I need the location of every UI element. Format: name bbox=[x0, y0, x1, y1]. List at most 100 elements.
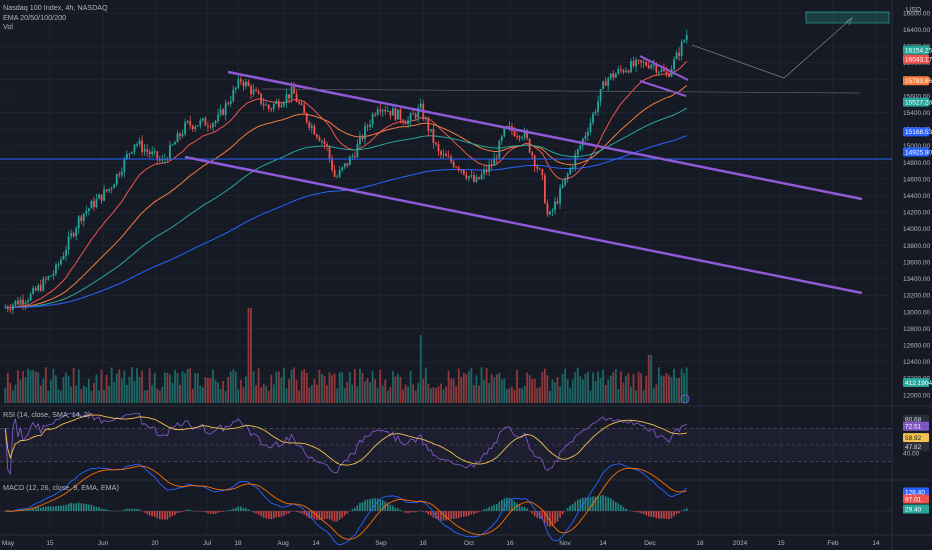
candle-body[interactable] bbox=[186, 121, 189, 123]
candle-body[interactable] bbox=[298, 101, 301, 104]
candle-body[interactable] bbox=[199, 120, 202, 126]
candle-body[interactable] bbox=[493, 158, 496, 166]
wedge-upper-line[interactable] bbox=[639, 55, 689, 81]
candle-body[interactable] bbox=[52, 273, 55, 276]
candle-body[interactable] bbox=[245, 81, 247, 87]
candle-body[interactable] bbox=[262, 103, 265, 106]
candle-body[interactable] bbox=[619, 69, 622, 71]
candle-body[interactable] bbox=[594, 111, 597, 114]
candle-body[interactable] bbox=[323, 141, 326, 144]
candle-body[interactable] bbox=[366, 126, 369, 128]
candle-body[interactable] bbox=[260, 93, 263, 104]
candle-body[interactable] bbox=[630, 60, 632, 73]
candle-body[interactable] bbox=[103, 189, 105, 201]
candle-body[interactable] bbox=[685, 35, 688, 41]
candle-body[interactable] bbox=[118, 174, 121, 176]
candle-body[interactable] bbox=[447, 156, 450, 158]
candle-body[interactable] bbox=[533, 155, 536, 167]
candle-body[interactable] bbox=[171, 144, 174, 146]
candle-body[interactable] bbox=[508, 126, 511, 128]
candle-body[interactable] bbox=[566, 174, 569, 178]
candle-body[interactable] bbox=[584, 135, 587, 139]
candle-body[interactable] bbox=[500, 136, 503, 141]
candle-body[interactable] bbox=[87, 208, 90, 211]
candle-body[interactable] bbox=[402, 119, 404, 123]
candle-body[interactable] bbox=[295, 93, 298, 102]
candle-body[interactable] bbox=[227, 103, 230, 105]
candle-body[interactable] bbox=[65, 250, 67, 257]
candle-body[interactable] bbox=[353, 155, 356, 158]
candle-body[interactable] bbox=[642, 62, 645, 64]
candle-body[interactable] bbox=[214, 121, 217, 124]
candle-body[interactable] bbox=[265, 104, 268, 106]
candle-body[interactable] bbox=[44, 278, 47, 280]
candle-body[interactable] bbox=[386, 110, 389, 112]
candle-body[interactable] bbox=[29, 293, 32, 301]
candle-body[interactable] bbox=[452, 161, 455, 168]
candle-body[interactable] bbox=[82, 213, 85, 221]
candle-body[interactable] bbox=[614, 73, 617, 78]
candle-body[interactable] bbox=[564, 177, 567, 185]
candle-body[interactable] bbox=[384, 109, 387, 112]
candle-body[interactable] bbox=[6, 307, 9, 310]
candle-body[interactable] bbox=[457, 167, 460, 170]
candle-body[interactable] bbox=[224, 103, 227, 115]
candle-body[interactable] bbox=[518, 136, 521, 139]
candle-body[interactable] bbox=[665, 71, 668, 74]
candle-body[interactable] bbox=[397, 109, 399, 120]
candle-body[interactable] bbox=[24, 302, 27, 305]
candle-body[interactable] bbox=[308, 122, 311, 128]
candle-body[interactable] bbox=[72, 233, 75, 237]
candle-body[interactable] bbox=[404, 122, 407, 125]
candle-body[interactable] bbox=[113, 184, 116, 189]
candle-body[interactable] bbox=[338, 169, 341, 177]
candle-body[interactable] bbox=[602, 81, 605, 89]
candle-body[interactable] bbox=[503, 127, 506, 137]
candle-body[interactable] bbox=[70, 233, 73, 237]
candle-body[interactable] bbox=[305, 113, 308, 123]
candle-body[interactable] bbox=[394, 108, 397, 120]
candle-body[interactable] bbox=[376, 109, 379, 115]
candle-body[interactable] bbox=[321, 141, 323, 143]
candle-body[interactable] bbox=[637, 59, 640, 61]
candle-body[interactable] bbox=[131, 151, 133, 154]
candle-body[interactable] bbox=[597, 101, 599, 112]
price-axis[interactable]: 16600.0016400.0016200.0016000.0015800.00… bbox=[903, 10, 932, 514]
candle-body[interactable] bbox=[680, 41, 683, 56]
candle-body[interactable] bbox=[100, 194, 103, 201]
candle-body[interactable] bbox=[229, 101, 232, 105]
wedge-lower-line[interactable] bbox=[639, 80, 687, 97]
candle-body[interactable] bbox=[371, 114, 374, 125]
candle-body[interactable] bbox=[351, 155, 354, 157]
candle-body[interactable] bbox=[516, 135, 518, 137]
channel-lower-line[interactable] bbox=[184, 155, 863, 295]
candle-body[interactable] bbox=[559, 187, 561, 204]
candle-body[interactable] bbox=[255, 89, 257, 92]
candle-body[interactable] bbox=[473, 175, 475, 182]
candle-body[interactable] bbox=[120, 171, 123, 176]
candle-body[interactable] bbox=[673, 59, 675, 70]
candle-body[interactable] bbox=[427, 118, 430, 132]
candle-body[interactable] bbox=[536, 166, 539, 169]
candle-body[interactable] bbox=[239, 78, 242, 82]
candle-body[interactable] bbox=[169, 144, 171, 160]
candle-body[interactable] bbox=[125, 153, 128, 159]
candle-body[interactable] bbox=[435, 143, 437, 145]
candle-body[interactable] bbox=[310, 125, 313, 128]
candle-body[interactable] bbox=[660, 69, 663, 72]
candle-body[interactable] bbox=[209, 126, 212, 128]
candle-body[interactable] bbox=[663, 69, 665, 72]
candle-body[interactable] bbox=[138, 140, 141, 145]
candle-body[interactable] bbox=[579, 145, 582, 149]
candle-body[interactable] bbox=[315, 134, 318, 138]
candle-body[interactable] bbox=[480, 174, 483, 180]
volume-legend[interactable]: Vol bbox=[3, 22, 13, 31]
symbol-title[interactable]: Nasdaq 100 Index, 4h, NASDAQ bbox=[3, 3, 108, 12]
candle-body[interactable] bbox=[445, 154, 447, 157]
candle-body[interactable] bbox=[123, 158, 126, 172]
candle-body[interactable] bbox=[14, 300, 17, 305]
candle-body[interactable] bbox=[98, 194, 100, 199]
candle-body[interactable] bbox=[303, 104, 306, 114]
candle-body[interactable] bbox=[290, 87, 293, 99]
candle-body[interactable] bbox=[270, 108, 273, 110]
